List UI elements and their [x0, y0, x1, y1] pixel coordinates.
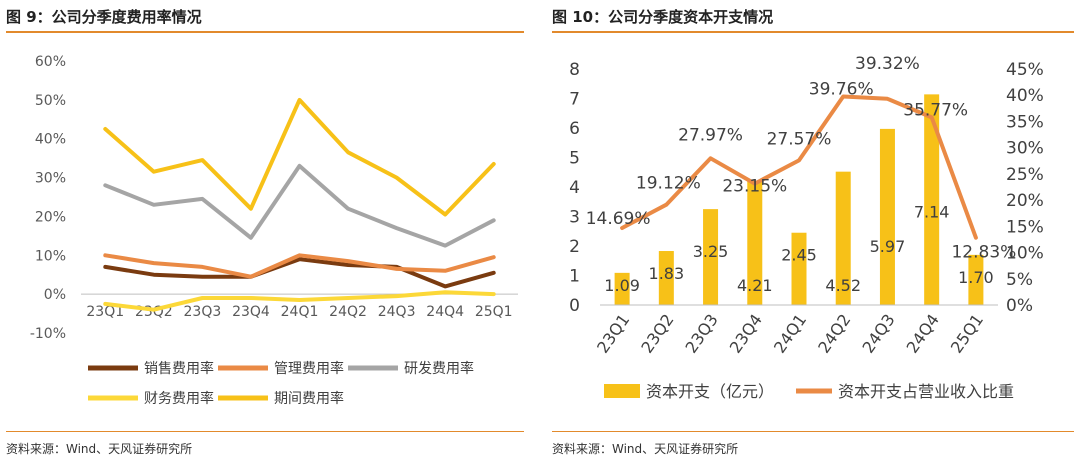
y-tick-label: 20% — [35, 209, 66, 225]
capex-bar — [614, 272, 630, 305]
bar-value-label: 1.09 — [604, 276, 640, 295]
legend-label-line: 资本开支占营业收入比重 — [838, 382, 1014, 401]
x-tick-label: 23Q3 — [184, 304, 222, 320]
x-tick-label: 24Q3 — [378, 304, 416, 320]
line-value-label: 27.97% — [678, 125, 743, 145]
x-tick-label: 23Q2 — [637, 310, 677, 356]
right-y-tick-label: 20% — [1006, 191, 1044, 211]
x-tick-label: 23Q4 — [232, 304, 270, 320]
x-tick-label: 24Q4 — [903, 310, 943, 356]
capex-bar — [968, 254, 984, 305]
left-y-tick-label: 7 — [569, 90, 580, 110]
left-y-tick-label: 1 — [569, 267, 580, 287]
y-tick-label: 10% — [35, 248, 66, 264]
left-y-tick-label: 5 — [569, 149, 580, 169]
line-value-label: 27.57% — [767, 129, 832, 149]
right-y-tick-label: 45% — [1006, 60, 1044, 80]
capex-bar — [791, 232, 807, 305]
legend-label: 销售费用率 — [144, 360, 214, 377]
line-value-label: 35.77% — [903, 100, 968, 120]
left-y-tick-label: 2 — [569, 237, 580, 257]
y-tick-label: 40% — [35, 132, 66, 148]
bar-value-label: 5.97 — [870, 237, 906, 256]
legend-label-bar: 资本开支（亿元） — [646, 382, 774, 401]
capex-bar — [747, 180, 763, 305]
left-title-rule — [6, 31, 524, 33]
left-y-tick-label: 6 — [569, 119, 580, 139]
bar-value-label: 1.70 — [958, 268, 994, 287]
right-y-tick-label: 35% — [1006, 112, 1044, 132]
bar-value-label: 1.83 — [649, 264, 685, 283]
right-y-tick-label: 30% — [1006, 139, 1044, 159]
left-y-tick-label: 4 — [569, 178, 580, 198]
right-y-tick-label: 25% — [1006, 165, 1044, 185]
bar-value-label: 4.52 — [825, 276, 861, 295]
x-tick-label: 23Q4 — [726, 310, 766, 356]
y-tick-label: 30% — [35, 171, 66, 187]
right-title-rule — [552, 31, 1074, 33]
x-tick-label: 24Q1 — [281, 304, 319, 320]
right-source: 资料来源：Wind、天风证券研究所 — [552, 442, 739, 456]
x-tick-label: 24Q1 — [770, 310, 810, 356]
line-value-label: 39.76% — [809, 79, 874, 99]
line-value-label: 39.32% — [855, 54, 920, 74]
series-line-1 — [103, 257, 496, 289]
x-tick-label: 25Q1 — [947, 310, 987, 356]
right-chart-title: 图 10：公司分季度资本开支情况 — [552, 8, 774, 26]
bar-value-label: 2.45 — [781, 246, 817, 265]
bar-value-label: 4.21 — [737, 276, 773, 295]
legend-label: 研发费用率 — [404, 360, 474, 377]
x-tick-label: 23Q3 — [682, 310, 722, 356]
line-value-label: 23.15% — [722, 177, 787, 197]
y-tick-label: 0% — [44, 287, 66, 303]
series-line-5 — [103, 97, 496, 217]
x-tick-label: 23Q1 — [593, 310, 633, 356]
left-y-tick-label: 0 — [569, 296, 580, 316]
right-panel: 图 10：公司分季度资本开支情况 8 7 6 5 4 3 2 1 0 45% 40% 35% 30% 25… — [552, 0, 1074, 460]
legend-label: 管理费用率 — [274, 360, 344, 377]
left-y-tick-label: 8 — [569, 60, 580, 80]
left-panel: 图 9：公司分季度费用率情况 60% 50% 40% 30% 20% 10% 0% -10% 2… — [6, 0, 524, 460]
right-y-tick-label: 40% — [1006, 86, 1044, 106]
bar-value-label: 3.25 — [693, 242, 729, 261]
y-tick-label: -10% — [30, 326, 66, 342]
left-y-tick-label: 3 — [569, 208, 580, 228]
series-line-4 — [103, 290, 496, 312]
right-y-tick-label: 10% — [1006, 244, 1044, 264]
x-tick-label: 24Q4 — [426, 304, 464, 320]
capex-chart: 8 7 6 5 4 3 2 1 0 45% 40% 35% 30% 25% 20% 15% 10% 5% 0% 1.0… — [569, 54, 1044, 401]
legend-label: 财务费用率 — [144, 390, 214, 407]
x-tick-label: 24Q2 — [814, 310, 854, 356]
right-y-tick-label: 0% — [1006, 296, 1033, 316]
capex-ratio-line — [620, 94, 978, 240]
capex-bar — [703, 209, 719, 305]
capex-bar — [835, 171, 851, 305]
legend-label: 期间费用率 — [274, 390, 344, 407]
right-source-rule — [552, 431, 1074, 432]
left-source: 资料来源：Wind、天风证券研究所 — [6, 442, 193, 456]
left-chart-title: 图 9：公司分季度费用率情况 — [6, 8, 202, 26]
expense-ratio-chart: 60%50%40%30%20%10%0%-10%23Q1 23Q2 23Q3 23Q4… — [30, 54, 518, 407]
line-value-label: 19.12% — [636, 174, 701, 194]
left-source-rule — [6, 431, 524, 432]
x-tick-label: 23Q1 — [86, 304, 124, 320]
x-tick-label: 24Q3 — [858, 310, 898, 356]
capex-bar — [658, 251, 674, 305]
line-value-label: 12.83% — [951, 243, 1016, 263]
capex-bar — [879, 128, 895, 305]
x-tick-label: 25Q1 — [475, 304, 513, 320]
series-line-2 — [103, 253, 496, 279]
legend-swatch-bar — [604, 384, 640, 398]
line-value-label: 14.69% — [586, 209, 651, 229]
series-line-3 — [103, 163, 496, 248]
x-tick-label: 24Q2 — [329, 304, 367, 320]
right-y-tick-label: 5% — [1006, 270, 1033, 290]
y-tick-label: 50% — [35, 93, 66, 109]
capex-bar — [924, 94, 940, 306]
bar-value-label: 7.14 — [914, 202, 950, 221]
y-tick-label: 60% — [35, 54, 66, 70]
right-y-tick-label: 15% — [1006, 217, 1044, 237]
